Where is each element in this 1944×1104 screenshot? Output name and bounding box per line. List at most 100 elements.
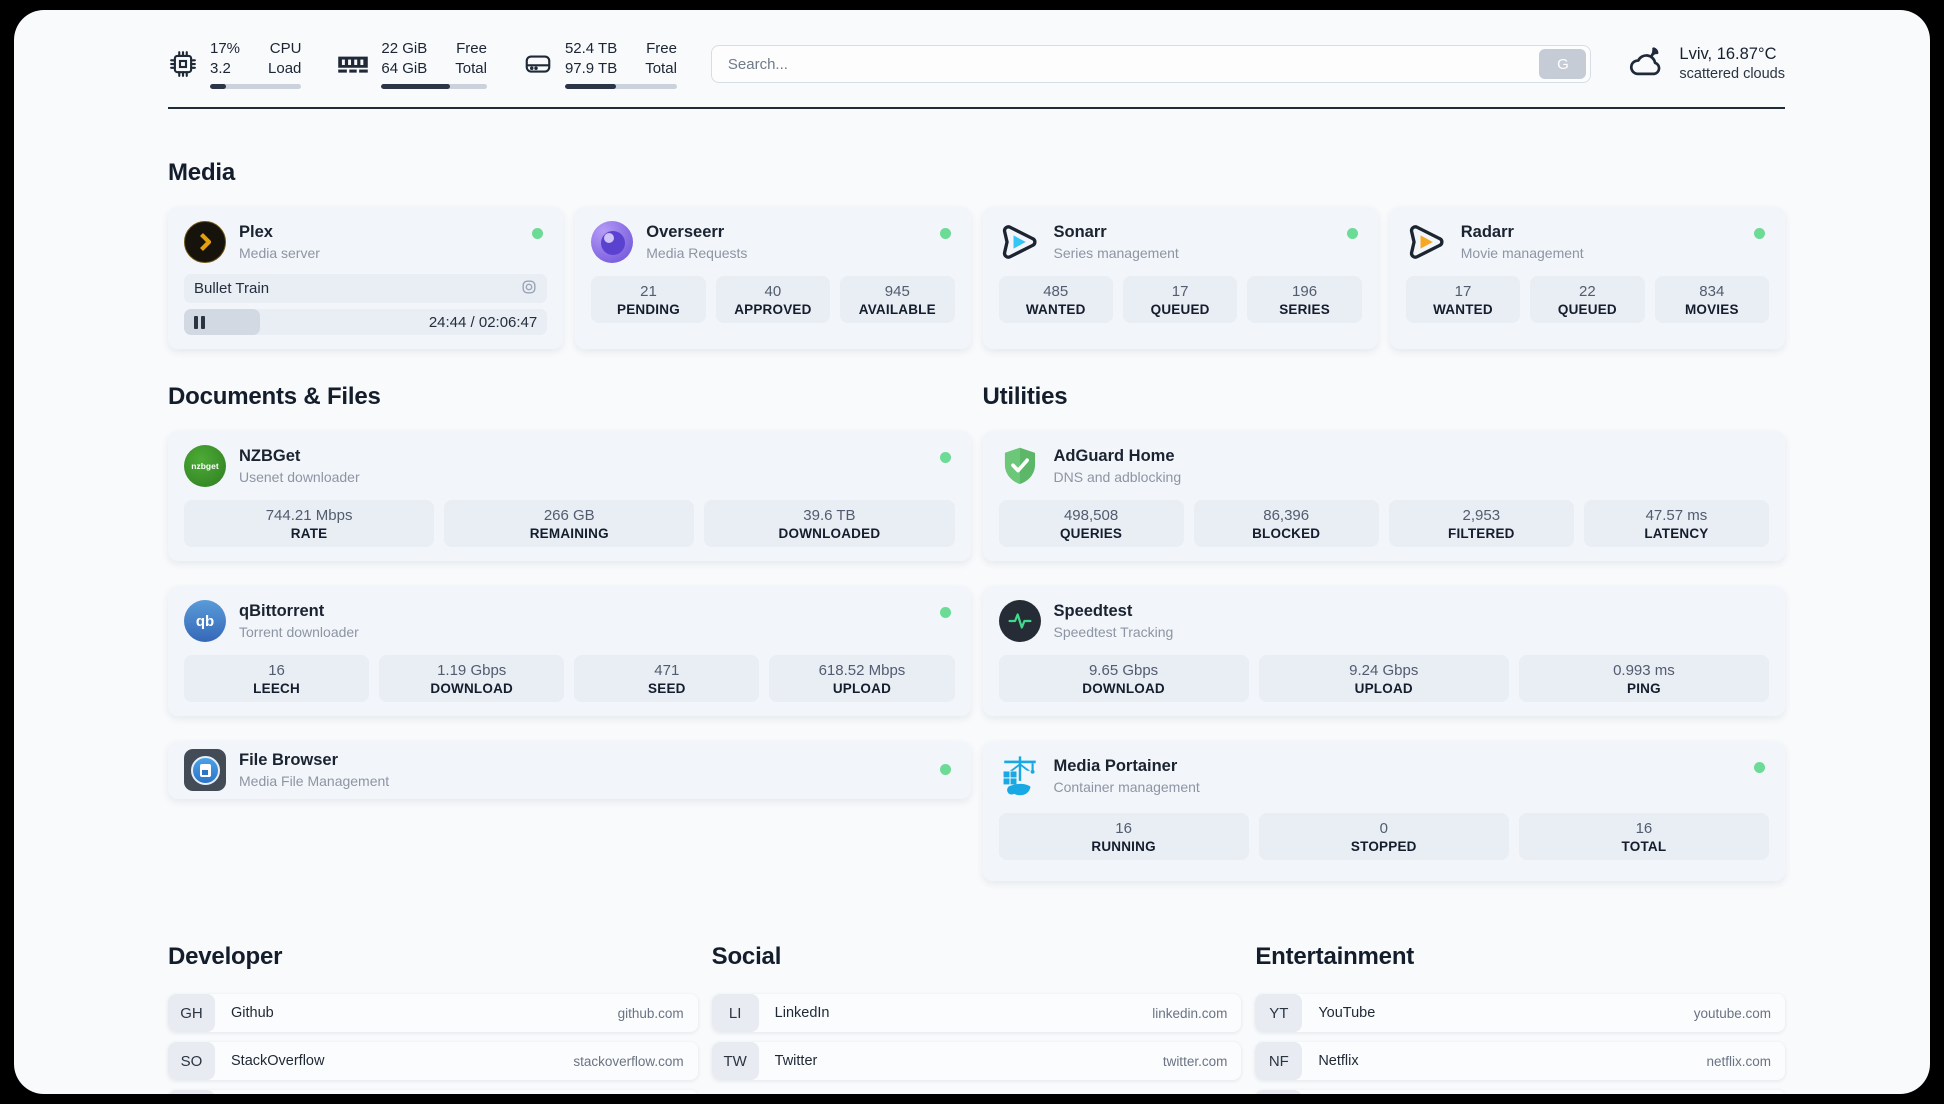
overseerr-available-stat: 945 AVAILABLE [840,276,955,323]
filebrowser-name: File Browser [239,750,339,769]
filebrowser-status-dot [939,764,951,775]
qbittorrent-name: qBittorrent [239,601,325,620]
section-utilities: Utilities AdGuard Home [982,383,1785,881]
qbittorrent-seed-stat: 471 SEED [574,655,760,702]
bookmark-dev[interactable]: DT DEV dev.to [168,1090,698,1094]
section-documents: Documents & Files nzbget NZBGet Usenet d… [168,383,971,881]
disk-icon [523,49,553,79]
sonarr-card[interactable]: Sonarr Series management 485 WANTED 17 QUE… [982,207,1378,349]
sonarr-wanted-stat: 485 WANTED [998,276,1113,323]
adguard-name: AdGuard Home [1053,446,1175,465]
bookmark-stackoverflow[interactable]: SO StackOverflow stackoverflow.com [168,1042,698,1080]
bookmark-youtube[interactable]: YT YouTube youtube.com [1255,994,1785,1032]
social-section-title: Social [711,943,782,970]
cpu-load-label: Load [268,59,302,77]
plex-now-playing: Bullet Train [184,274,548,303]
search-bar: G [710,45,1592,83]
twitter-badge: TW [711,1042,759,1080]
sonarr-series-stat: 196 SERIES [1247,276,1362,323]
developer-section-title: Developer [168,943,283,970]
header-divider [168,107,1785,109]
radarr-name: Radarr [1460,222,1514,241]
system-stats: 17% 3.2 CPU Load [168,39,677,89]
overseerr-approved-stat: 40 APPROVED [715,276,831,323]
radarr-queued-stat: 22 QUEUED [1530,276,1645,323]
nzbget-name: NZBGet [239,446,301,465]
radarr-card[interactable]: Radarr Movie management 17 WANTED 22 QUEUE… [1389,207,1785,349]
linkedin-badge: LI [711,994,759,1032]
cpu-load-value: 3.2 [210,59,231,77]
memory-stat: 22 GiB 64 GiB Free Total [337,39,487,89]
portainer-total-stat: 16 TOTAL [1518,813,1770,860]
plex-desc: Media server [239,245,320,262]
portainer-card[interactable]: Media Portainer Container management 16 R… [982,741,1785,881]
overseerr-status-dot [939,228,951,239]
reddit-badge: RE [1255,1090,1303,1094]
filebrowser-card[interactable]: File Browser Media File Management [168,741,971,799]
radarr-status-dot [1754,228,1765,239]
cpu-label: CPU [269,40,302,57]
search-engine-button[interactable]: G [1539,49,1587,79]
sonarr-name: Sonarr [1053,222,1107,241]
plex-name: Plex [239,222,273,241]
section-developer: Developer GH Github github.com SO StackO… [168,943,698,1094]
plex-playback-time: 24:44 / 02:06:47 [428,313,538,331]
adguard-queries-stat: 498,508 QUERIES [998,500,1184,547]
header: 17% 3.2 CPU Load [168,36,1785,92]
documents-section-title: Documents & Files [168,383,381,410]
portainer-running-stat: 16 RUNNING [998,813,1249,860]
nzbget-status-dot [939,452,951,463]
nzbget-rate-stat: 744.21 Mbps RATE [184,500,435,547]
adguard-icon [999,445,1041,487]
bookmark-linkedin[interactable]: LI LinkedIn linkedin.com [711,994,1242,1032]
github-badge: GH [168,994,215,1032]
adguard-card[interactable]: AdGuard Home DNS and adblocking 498,508 Q… [982,431,1785,561]
bookmark-netflix[interactable]: NF Netflix netflix.com [1255,1042,1785,1080]
qbittorrent-upload-stat: 618.52 Mbps UPLOAD [769,655,955,702]
portainer-name: Media Portainer [1053,756,1178,775]
plex-icon [184,221,226,263]
overseerr-pending-stat: 21 PENDING [591,276,706,323]
bookmark-twitter[interactable]: TW Twitter twitter.com [711,1042,1242,1080]
weather-widget: Lviv, 16.87°C scattered clouds [1625,43,1785,86]
entertainment-section-title: Entertainment [1255,943,1415,970]
cpu-stat: 17% 3.2 CPU Load [168,39,302,89]
weather-location-temp: Lviv, 16.87°C [1679,44,1777,63]
overseerr-name: Overseerr [646,222,725,241]
adguard-latency-stat: 47.57 ms LATENCY [1583,500,1769,547]
radarr-icon [1406,221,1448,263]
radarr-wanted-stat: 17 WANTED [1405,276,1521,323]
nzbget-downloaded-stat: 39.6 TB DOWNLOADED [704,500,955,547]
cloud-icon [1625,43,1667,86]
memory-total-label: Total [455,59,487,77]
overseerr-icon [591,221,634,263]
nzbget-card[interactable]: nzbget NZBGet Usenet downloader 744.21 M… [168,431,971,561]
weather-condition: scattered clouds [1679,66,1785,83]
overseerr-card[interactable]: Overseerr Media Requests 21 PENDING 40 APP… [575,207,971,349]
storage-progress-bar [564,84,677,89]
media-section-title: Media [168,159,236,186]
utilities-section-title: Utilities [982,383,1068,410]
section-social: Social LI LinkedIn linkedin.com TW Twitt… [711,943,1242,1094]
sonarr-desc: Series management [1053,245,1179,262]
dev-badge: DT [168,1090,215,1094]
plex-card[interactable]: Plex Media server Bullet Train [168,207,564,349]
bookmark-reddit[interactable]: RE Reddit reddit.com [1255,1090,1785,1094]
section-entertainment: Entertainment YT YouTube youtube.com NF … [1255,943,1785,1094]
netflix-badge: NF [1255,1042,1303,1080]
qbittorrent-leech-stat: 16 LEECH [184,655,370,702]
stackoverflow-badge: SO [168,1042,215,1080]
session-info-icon[interactable] [521,279,537,299]
bookmark-github[interactable]: GH Github github.com [168,994,698,1032]
pause-button[interactable] [194,315,205,329]
portainer-icon [999,755,1041,797]
sonarr-status-dot [1346,228,1358,239]
dashboard-page: 17% 3.2 CPU Load [14,10,1930,1094]
cpu-icon [168,49,198,79]
qbittorrent-card[interactable]: qb qBittorrent Torrent downloader 16 LEEC… [168,586,971,716]
search-input[interactable] [710,45,1592,83]
qbittorrent-icon: qb [184,600,226,642]
speedtest-card[interactable]: Speedtest Speedtest Tracking 9.65 Gbps DO… [982,586,1785,716]
filebrowser-icon [184,749,226,791]
section-media: Media Plex Media server B [168,159,1785,349]
